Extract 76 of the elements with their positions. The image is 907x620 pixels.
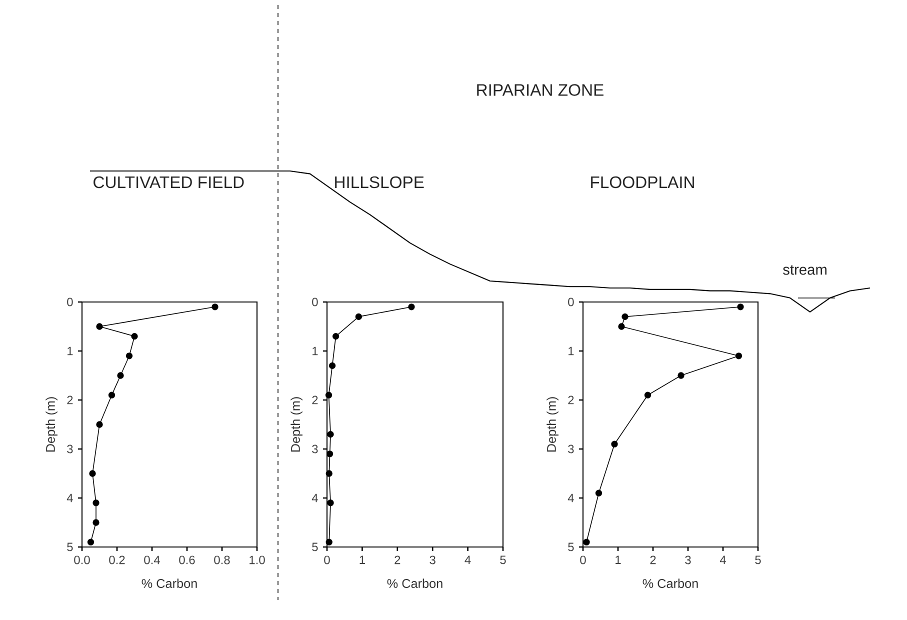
point — [332, 332, 340, 340]
point — [126, 352, 133, 360]
y-tick-label: 5 — [568, 542, 574, 552]
annotation: stream — [783, 265, 826, 275]
point — [595, 490, 602, 496]
x-tick-label: 2 — [394, 556, 400, 564]
y-tick-label: 5 — [312, 542, 318, 552]
point — [327, 430, 334, 438]
point — [87, 538, 94, 546]
y-tick-label: 3 — [67, 444, 73, 454]
point — [117, 372, 124, 379]
y-tick-label: 2 — [67, 396, 73, 404]
x-tick-label: 3 — [685, 556, 691, 564]
chart-title: FLOODPLAIN — [591, 176, 694, 188]
y-tick-label: 2 — [568, 396, 574, 404]
x-tick-label: 1 — [360, 556, 365, 564]
y-tick-label: 4 — [312, 494, 318, 502]
point — [611, 440, 618, 448]
x-tick-label: 0.0 — [74, 556, 90, 564]
x-tick-label: 1 — [616, 556, 621, 564]
y-tick-label: 1 — [568, 346, 574, 356]
chart-title: CULTIVATED FIELD — [94, 176, 244, 188]
point — [355, 313, 362, 320]
x-axis-title: % Carbon — [387, 578, 442, 588]
point — [735, 352, 742, 360]
x-tick-label: 5 — [755, 556, 761, 564]
point — [327, 500, 334, 506]
y-tick-label: 5 — [67, 542, 73, 552]
point — [326, 470, 332, 477]
point — [408, 304, 415, 310]
point — [96, 421, 103, 428]
y-axis-title: Depth (m) — [546, 397, 558, 452]
point — [89, 470, 96, 477]
chart-title: HILLSLOPE — [335, 176, 424, 188]
y-tick-label: 1 — [68, 346, 73, 356]
point — [583, 538, 590, 546]
x-tick-label: 4 — [464, 556, 471, 564]
x-tick-label: 0.8 — [214, 556, 230, 564]
point — [108, 392, 116, 398]
y-tick-label: 0 — [568, 298, 574, 306]
point — [678, 372, 684, 379]
y-tick-label: 3 — [312, 444, 318, 454]
x-axis-title: % Carbon — [642, 578, 698, 588]
text: RIPARIAN ZONE — [477, 84, 604, 96]
x-tick-label: 0.6 — [179, 556, 195, 564]
x-tick-label: 1.0 — [250, 556, 265, 564]
y-axis-title: Depth (m) — [290, 397, 302, 452]
point — [92, 500, 100, 506]
point — [328, 362, 336, 370]
x-axis-title: % Carbon — [142, 578, 197, 588]
point — [326, 538, 332, 546]
x-tick-label: 0.4 — [144, 556, 160, 564]
x-tick-label: 5 — [500, 556, 506, 564]
x-tick-label: 0 — [324, 556, 330, 564]
point — [622, 313, 628, 320]
x-tick-label: 0.2 — [109, 556, 125, 564]
y-tick-label: 4 — [66, 494, 73, 502]
y-tick-label: 1 — [312, 346, 318, 356]
point — [325, 392, 332, 398]
point — [131, 332, 138, 340]
point — [92, 519, 100, 526]
y-tick-label: 0 — [67, 298, 73, 306]
y-tick-label: 4 — [568, 494, 574, 502]
point — [737, 304, 744, 310]
x-tick-label: 3 — [430, 556, 436, 564]
point — [212, 304, 218, 310]
x-tick-label: 0 — [580, 556, 586, 564]
y-tick-label: 2 — [312, 396, 318, 404]
y-axis-title: Depth (m) — [46, 397, 58, 452]
y-tick-label: 3 — [568, 444, 574, 454]
point — [96, 323, 103, 330]
point — [618, 323, 625, 330]
x-tick-label: 4 — [720, 556, 726, 564]
x-tick-label: 2 — [650, 556, 656, 564]
y-tick-label: 0 — [312, 298, 318, 306]
point — [644, 392, 652, 398]
